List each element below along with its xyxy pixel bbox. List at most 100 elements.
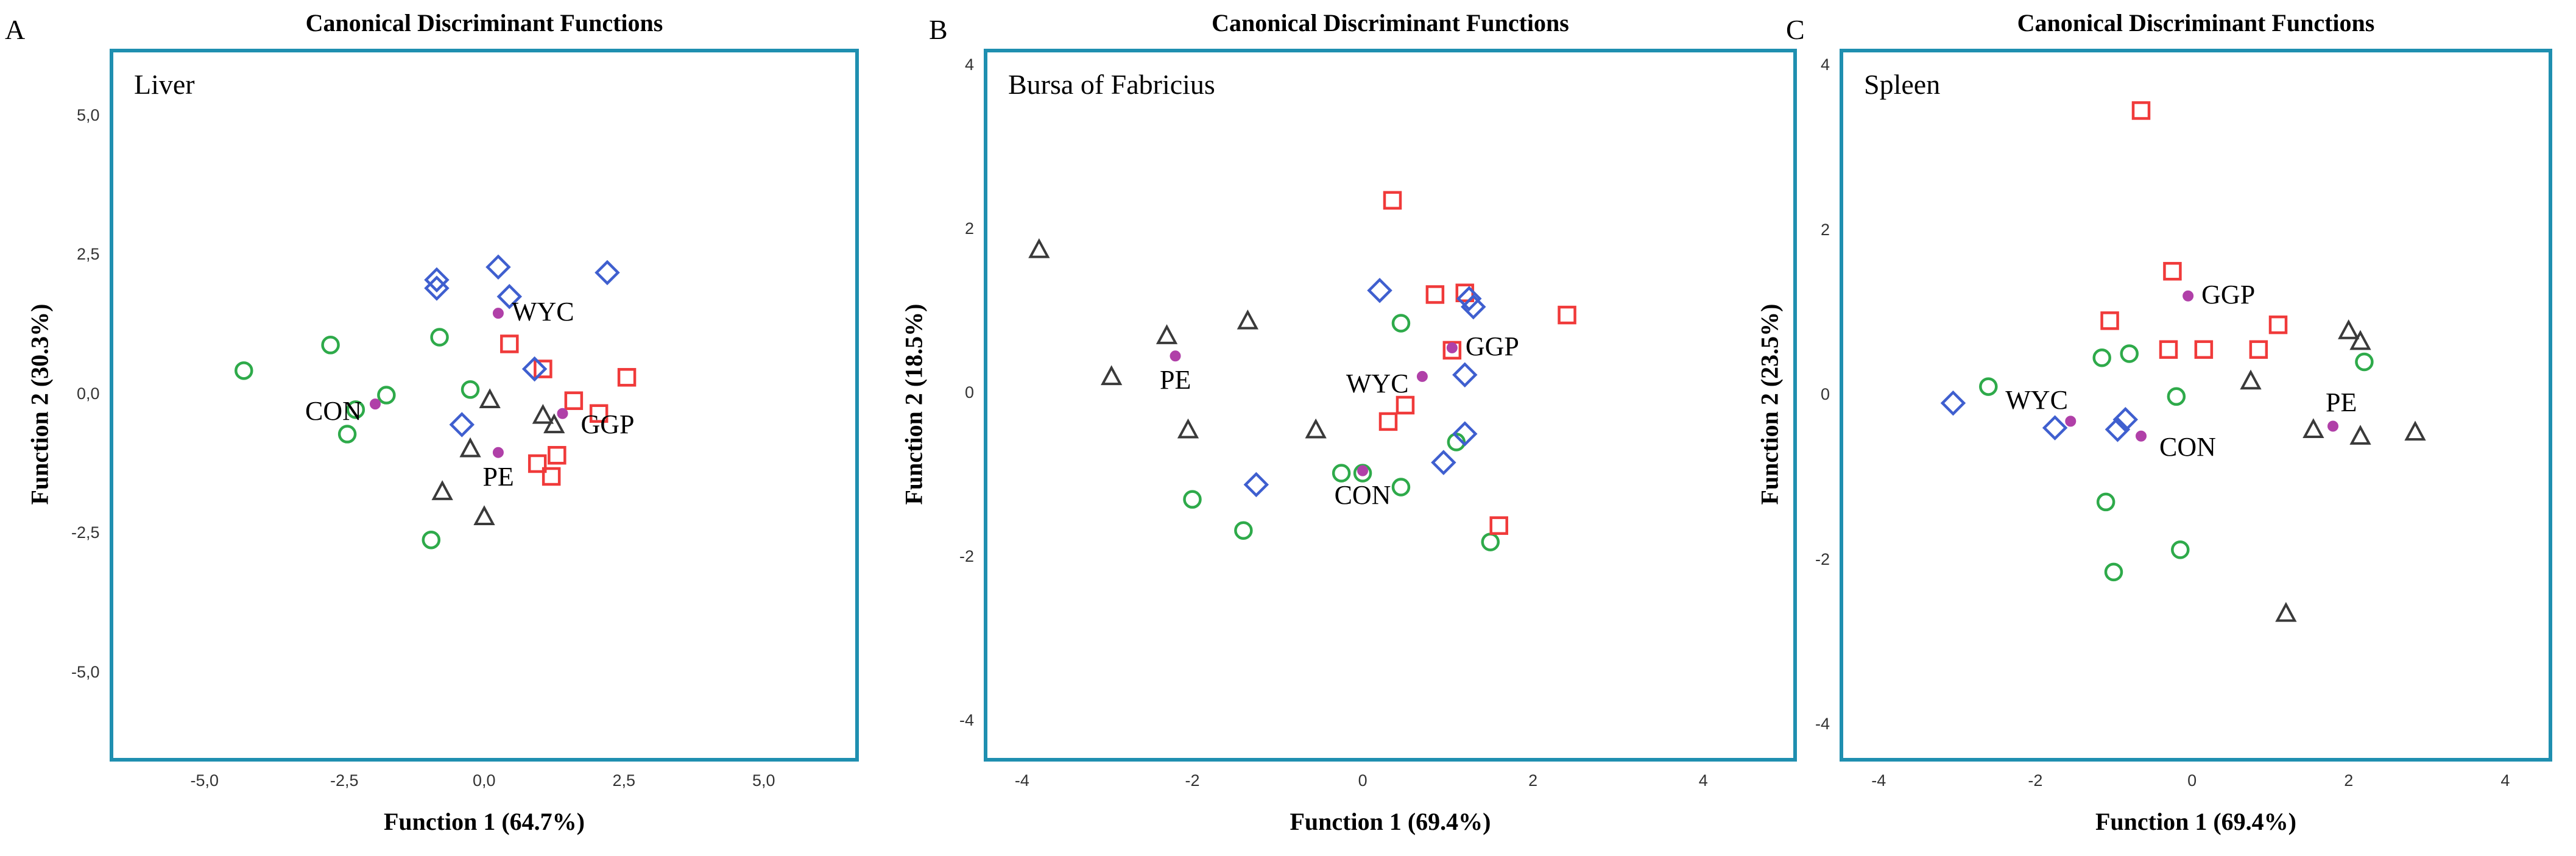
tissue-label: Liver	[134, 69, 195, 100]
point-ggp	[2249, 340, 2268, 359]
point-ggp	[548, 446, 566, 465]
point-con	[2104, 562, 2123, 582]
group-centroid-pe	[492, 447, 504, 458]
x-tick-label: 4	[2500, 771, 2510, 790]
point-pe	[2349, 330, 2371, 350]
point-con	[1391, 478, 1411, 497]
x-tick-label: -2	[2028, 771, 2043, 790]
point-pe	[532, 403, 554, 424]
point-pe	[2275, 602, 2297, 622]
point-pe	[1028, 238, 1050, 258]
y-tick-label: -2	[1815, 550, 1830, 568]
point-wyc	[1461, 294, 1486, 320]
group-label-wyc: WYC	[511, 297, 574, 327]
x-tick-label: 0,0	[473, 771, 496, 790]
x-tick-label: 4	[1698, 771, 1708, 790]
y-tick-label: 0	[1821, 385, 1830, 404]
group-label-con: CON	[305, 396, 362, 426]
x-tick-label: 0	[2187, 771, 2197, 790]
point-pe	[1305, 418, 1327, 439]
group-centroid-con	[2136, 430, 2147, 442]
point-wyc	[1452, 362, 1478, 387]
point-wyc	[496, 284, 523, 310]
point-pe	[2404, 420, 2426, 441]
x-tick-label: 5,0	[752, 771, 775, 790]
point-con	[321, 336, 340, 355]
point-con	[1979, 377, 1998, 396]
point-con	[430, 328, 449, 347]
point-pe	[2303, 418, 2324, 439]
group-centroid-wyc	[1416, 370, 1428, 382]
x-tick-label: -2	[1185, 771, 1200, 790]
group-centroid-pe	[2327, 420, 2338, 432]
point-ggp	[589, 404, 609, 423]
group-label-ggp: GGP	[2201, 279, 2256, 310]
plot-area	[110, 49, 859, 762]
point-con	[235, 361, 253, 380]
group-label-pe: PE	[482, 461, 514, 492]
plot-area	[984, 49, 1797, 762]
chart-title: Canonical Discriminant Functions	[305, 9, 663, 37]
point-pe	[1156, 324, 1178, 344]
point-wyc	[424, 267, 450, 293]
point-ggp	[1378, 412, 1398, 431]
point-ggp	[617, 368, 637, 387]
y-tick-label: 2	[965, 219, 975, 238]
x-tick-label: -4	[1871, 771, 1886, 790]
panel-letter: C	[1786, 14, 1805, 45]
point-con	[2355, 352, 2374, 372]
point-con	[2092, 348, 2111, 367]
tissue-label: Spleen	[1864, 69, 1941, 100]
point-wyc	[1431, 450, 1456, 475]
y-tick-label: -2	[959, 546, 975, 565]
chart-title: Canonical Discriminant Functions	[2017, 9, 2375, 37]
point-ggp	[2163, 261, 2182, 281]
y-tick-label: 2	[1821, 220, 1830, 239]
point-wyc	[449, 412, 475, 437]
point-wyc	[521, 356, 548, 382]
group-centroid-wyc	[492, 308, 504, 319]
tissue-label: Bursa of Fabricius	[1008, 69, 1215, 100]
y-tick-label: -4	[1815, 715, 1830, 734]
chart-title: Canonical Discriminant Functions	[1212, 9, 1569, 37]
panel-letter: A	[5, 14, 26, 45]
point-wyc	[1456, 286, 1482, 311]
point-pe	[431, 480, 453, 500]
point-ggp	[2194, 340, 2214, 359]
point-con	[2096, 492, 2115, 512]
point-con	[346, 400, 365, 419]
point-con	[337, 425, 357, 444]
point-pe	[543, 413, 565, 434]
panel-letter: B	[929, 14, 948, 45]
x-tick-label: -4	[1014, 771, 1029, 790]
y-tick-label: 0,0	[77, 384, 100, 403]
point-con	[1183, 490, 1202, 509]
y-tick-label: 4	[1821, 55, 1830, 74]
group-label-ggp: GGP	[580, 409, 635, 439]
point-ggp	[1425, 285, 1445, 304]
point-ggp	[542, 467, 561, 486]
point-ggp	[564, 391, 584, 410]
point-con	[461, 380, 480, 399]
group-label-ggp: GGP	[1465, 331, 1519, 361]
point-ggp	[500, 334, 519, 353]
point-ggp	[2100, 311, 2119, 330]
point-wyc	[2042, 415, 2068, 440]
group-label-wyc: WYC	[1346, 368, 1409, 398]
point-ggp	[528, 454, 547, 473]
point-con	[1332, 464, 1351, 483]
x-tick-label: 2,5	[612, 771, 636, 790]
x-axis-title: Function 1 (69.4%)	[2095, 808, 2296, 835]
x-tick-label: 2	[1528, 771, 1538, 790]
y-tick-label: 5,0	[77, 105, 100, 124]
plot-area	[1840, 49, 2552, 762]
point-pe	[1237, 309, 1259, 330]
group-centroid-con	[1357, 465, 1369, 476]
point-ggp	[534, 359, 552, 378]
point-wyc	[2112, 406, 2139, 433]
point-pe	[479, 388, 501, 409]
point-pe	[459, 437, 481, 458]
y-tick-label: -2,5	[71, 523, 100, 542]
